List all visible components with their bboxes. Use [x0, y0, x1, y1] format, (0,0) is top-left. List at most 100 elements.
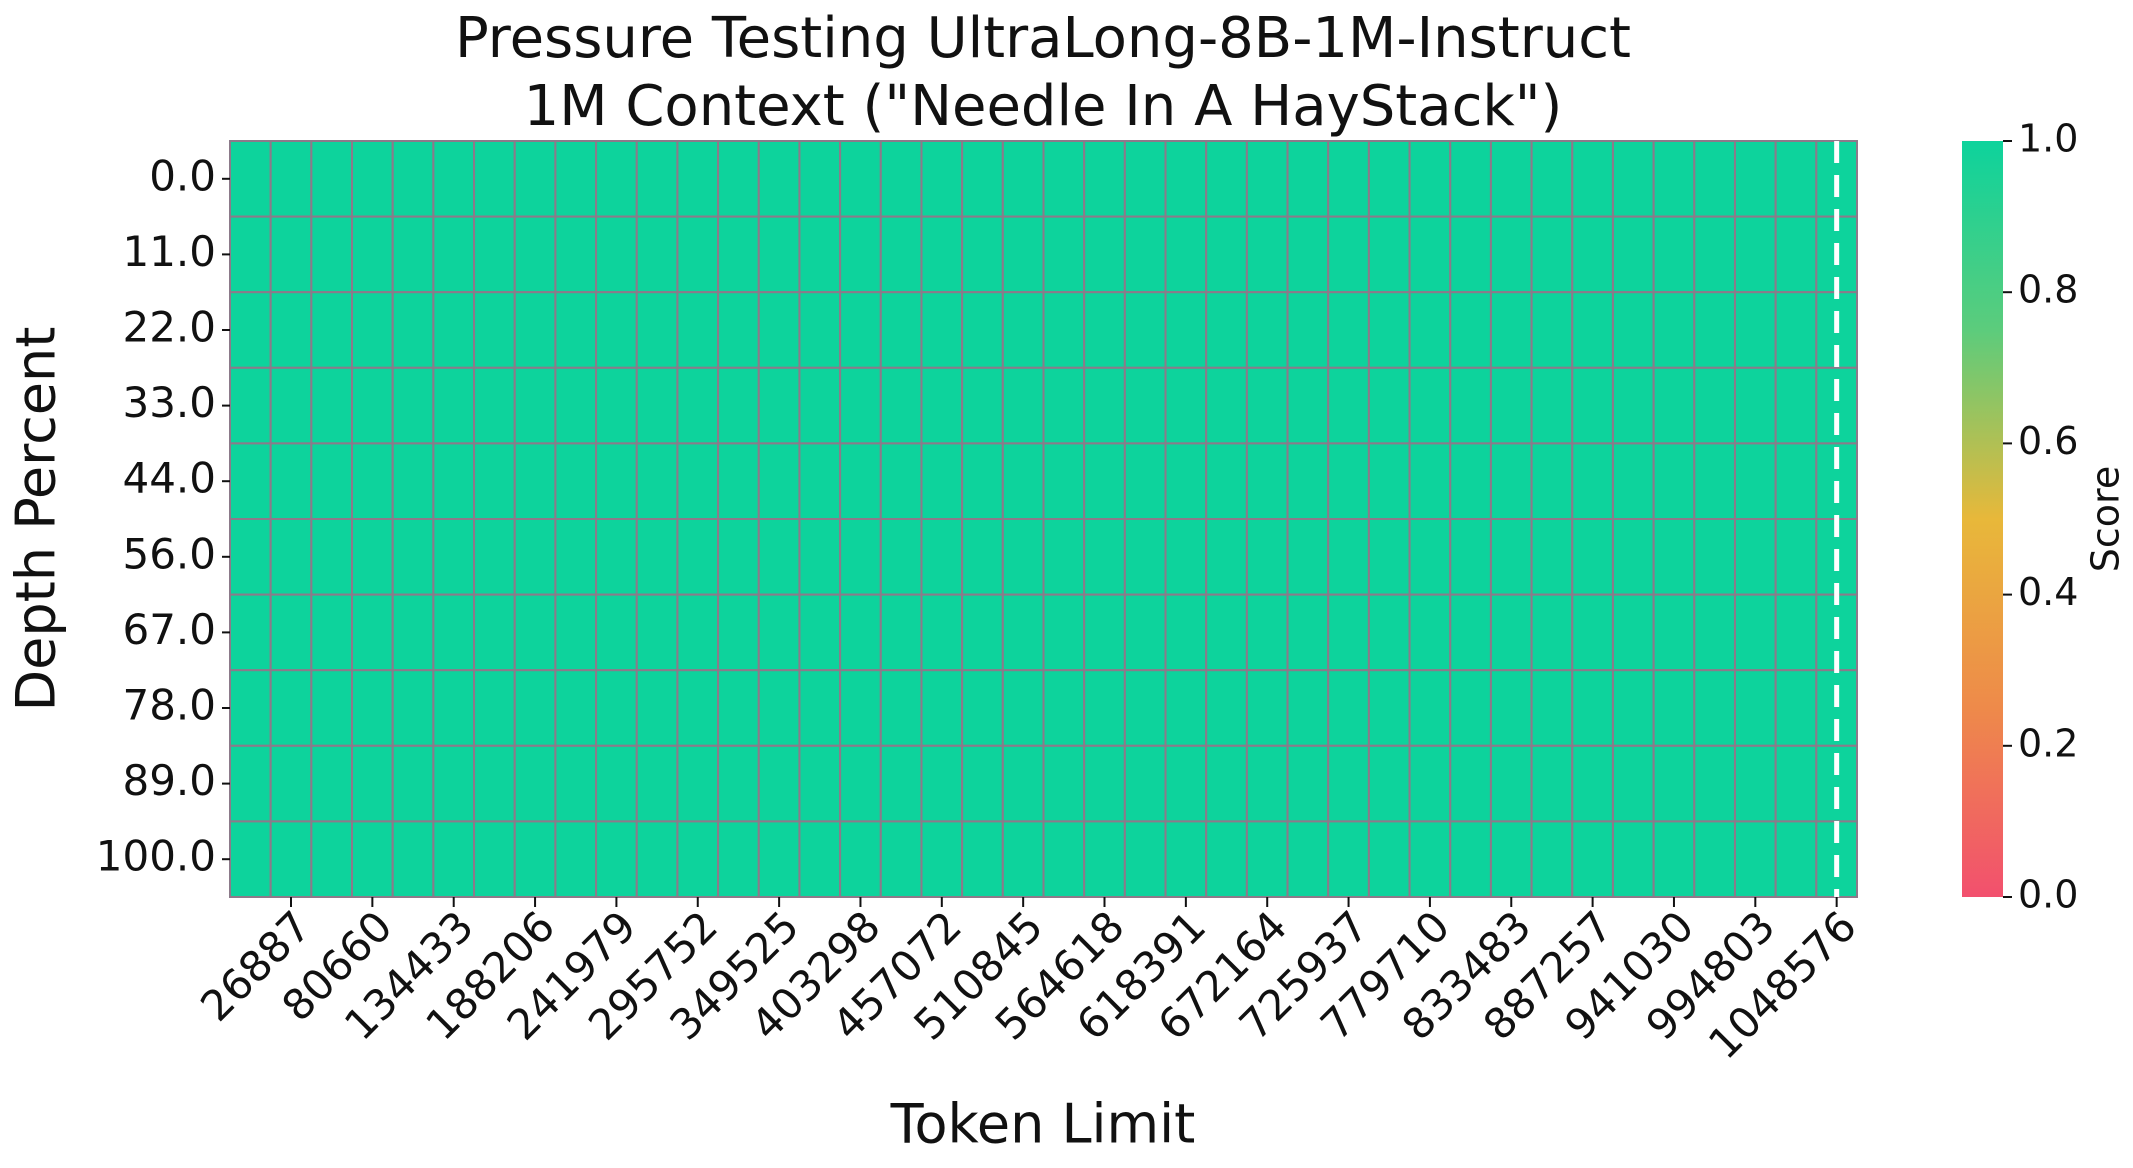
- colorbar-tick-label: 0.8: [2018, 268, 2078, 312]
- heatmap-cell: [635, 669, 679, 747]
- heatmap-cell: [1408, 140, 1452, 218]
- heatmap-cell: [1083, 291, 1126, 369]
- y-tick-label: 0.0: [149, 151, 216, 200]
- heatmap-cell: [1001, 669, 1045, 747]
- heatmap-cell: [920, 669, 964, 747]
- heatmap-cell: [554, 593, 598, 672]
- heatmap-cell: [432, 215, 476, 294]
- heatmap-cell: [1733, 215, 1777, 294]
- heatmap-cell: [432, 820, 476, 899]
- heatmap-cell: [1733, 140, 1777, 218]
- heatmap-cell: [1449, 669, 1492, 747]
- heatmap-cell: [229, 291, 272, 369]
- heatmap-cell: [1001, 291, 1045, 369]
- heatmap-cell: [1205, 744, 1248, 823]
- heatmap-cell: [554, 215, 598, 294]
- heatmap-cell: [1001, 820, 1045, 899]
- heatmap-cell: [554, 291, 598, 369]
- heatmap-cell: [513, 518, 557, 596]
- heatmap-cell: [229, 744, 272, 823]
- heatmap-cell: [269, 442, 313, 520]
- heatmap-cell: [1001, 140, 1045, 218]
- heatmap-cell: [229, 366, 272, 445]
- heatmap-cell: [1530, 291, 1574, 369]
- heatmap-cell: [839, 442, 882, 520]
- heatmap-cell: [1489, 593, 1533, 672]
- heatmap-cell: [961, 215, 1004, 294]
- heatmap-cell: [961, 518, 1004, 596]
- heatmap-cell: [798, 215, 842, 294]
- heatmap-cell: [879, 518, 923, 596]
- heatmap-cell: [798, 291, 842, 369]
- y-tick-label: 22.0: [122, 303, 216, 352]
- heatmap-cell: [595, 744, 638, 823]
- heatmap-cell: [1571, 820, 1614, 899]
- heatmap-cell: [1774, 140, 1818, 218]
- heatmap-cell: [1693, 366, 1736, 445]
- heatmap-cell: [1164, 593, 1208, 672]
- heatmap-cell: [1774, 669, 1818, 747]
- heatmap-cell: [1245, 442, 1289, 520]
- colorbar-tick-label: 0.4: [2018, 570, 2078, 614]
- heatmap-cell: [1449, 820, 1492, 899]
- heatmap-cell: [1164, 291, 1208, 369]
- heatmap-cell: [1205, 291, 1248, 369]
- heatmap-cell: [920, 518, 964, 596]
- heatmap-cell: [757, 366, 801, 445]
- heatmap-cell: [351, 669, 394, 747]
- heatmap-cell: [1449, 215, 1492, 294]
- heatmap-cell: [1611, 442, 1655, 520]
- heatmap-cell: [473, 593, 516, 672]
- heatmap-cell: [391, 140, 435, 218]
- heatmap-cell: [1571, 215, 1614, 294]
- heatmap-cell: [595, 593, 638, 672]
- heatmap-cell: [1327, 820, 1370, 899]
- heatmap-cell: [676, 518, 720, 596]
- heatmap-cell: [1327, 669, 1370, 747]
- colorbar: [1962, 141, 2003, 897]
- heatmap-cell: [1367, 744, 1411, 823]
- heatmap-cell: [1001, 744, 1045, 823]
- heatmap-cell: [1042, 820, 1086, 899]
- heatmap-cell: [1733, 291, 1777, 369]
- heatmap-cell: [229, 593, 272, 672]
- heatmap-cell: [676, 593, 720, 672]
- heatmap-cell: [839, 366, 882, 445]
- heatmap-cell: [1083, 820, 1126, 899]
- heatmap-cell: [595, 669, 638, 747]
- heatmap-cell: [391, 518, 435, 596]
- heatmap-cell: [1774, 593, 1818, 672]
- heatmap-cell: [1693, 140, 1736, 218]
- heatmap-cell: [1774, 744, 1818, 823]
- heatmap-cell: [879, 140, 923, 218]
- heatmap-cell: [635, 744, 679, 823]
- heatmap-cell: [310, 366, 354, 445]
- heatmap-cell: [717, 744, 760, 823]
- heatmap-cell: [391, 669, 435, 747]
- heatmap-cell: [635, 366, 679, 445]
- heatmap-cell: [1327, 744, 1370, 823]
- heatmap-cell: [717, 140, 760, 218]
- heatmap-cell: [920, 820, 964, 899]
- heatmap-cell: [269, 744, 313, 823]
- y-tick-label: 67.0: [122, 605, 216, 654]
- heatmap-cell: [1083, 593, 1126, 672]
- heatmap-cell: [839, 215, 882, 294]
- heatmap-cell: [1571, 366, 1614, 445]
- heatmap-cell: [1489, 820, 1533, 899]
- heatmap-cell: [1245, 291, 1289, 369]
- heatmap-cell: [839, 518, 882, 596]
- heatmap-cell: [1286, 669, 1330, 747]
- heatmap-cell: [1693, 593, 1736, 672]
- heatmap-cell: [1693, 215, 1736, 294]
- heatmap-cell: [473, 215, 516, 294]
- heatmap-cell: [554, 744, 598, 823]
- heatmap-cell: [1652, 744, 1696, 823]
- heatmap-cell: [961, 291, 1004, 369]
- heatmap-cell: [1286, 366, 1330, 445]
- y-tick-label: 78.0: [122, 681, 216, 730]
- heatmap-cell: [1449, 744, 1492, 823]
- heatmap-cell: [1733, 744, 1777, 823]
- heatmap-cell: [839, 140, 882, 218]
